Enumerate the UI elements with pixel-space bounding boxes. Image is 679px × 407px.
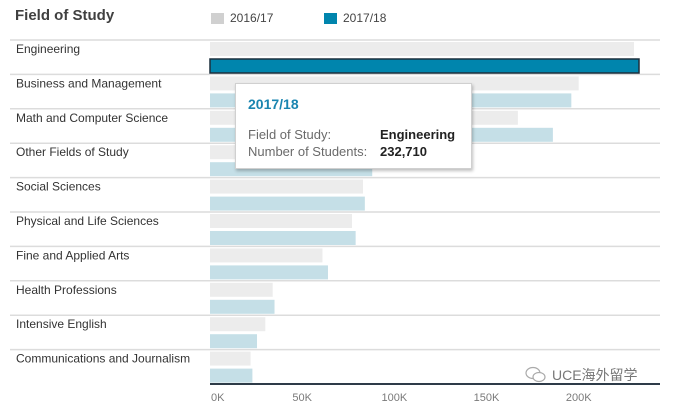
bar-2017-18-intensive-english[interactable] [210, 334, 258, 349]
tooltip-field-value: Engineering [380, 127, 456, 142]
bar-2017-18-engineering[interactable] [209, 58, 640, 74]
category-label: Math and Computer Science [16, 111, 168, 125]
bar-2017-18-health-professions[interactable] [210, 299, 275, 314]
category-label: Social Sciences [16, 180, 101, 194]
bar-2016-17-physical-and-life-sciences[interactable] [210, 214, 352, 228]
bar-2016-17-health-professions[interactable] [210, 282, 273, 297]
x-tick-label: 150K [474, 392, 500, 404]
legend-swatch-2016-17 [211, 12, 224, 24]
bar-2017-18-communications-and-journalism[interactable] [210, 368, 253, 383]
bar-2016-17-intensive-english[interactable] [210, 317, 266, 332]
bar-2017-18-social-sciences[interactable] [210, 196, 365, 211]
wechat-icon [525, 366, 546, 383]
tooltip-field-label: Field of Study: [248, 127, 332, 142]
watermark: UCE海外留学 [525, 365, 638, 385]
legend-label-2016-17: 2016/17 [230, 11, 274, 25]
category-label: Physical and Life Sciences [16, 214, 159, 228]
bar-2016-17-engineering[interactable] [210, 42, 635, 56]
x-tick-label: 0K [211, 392, 225, 404]
category-label: Business and Management [16, 76, 162, 90]
legend-item-2017-18[interactable]: 2017/18 [324, 11, 386, 25]
bar-2016-17-communications-and-journalism[interactable] [210, 351, 251, 366]
category-label: Intensive English [16, 317, 107, 331]
bar-2017-18-physical-and-life-sciences[interactable] [210, 231, 356, 245]
legend-item-2016-17[interactable]: 2016/17 [211, 11, 273, 25]
category-label: Health Professions [16, 283, 117, 297]
x-tick-label: 100K [381, 392, 407, 404]
x-tick-label: 50K [292, 392, 312, 404]
tooltip-count-label: Number of Students: [248, 144, 368, 159]
category-label: Other Fields of Study [16, 145, 129, 159]
tooltip-count-value: 232,710 [380, 144, 427, 159]
chart-title: Field of Study [15, 7, 115, 24]
category-label: Engineering [16, 42, 80, 56]
watermark-text: UCE海外留学 [552, 367, 638, 383]
bar-2017-18-fine-and-applied-arts[interactable] [210, 265, 328, 280]
tooltip-title: 2017/18 [248, 96, 299, 112]
x-tick-label: 200K [566, 392, 592, 404]
bar-2016-17-social-sciences[interactable] [210, 179, 364, 194]
legend-label-2017-18: 2017/18 [343, 11, 387, 25]
category-label: Communications and Journalism [16, 352, 190, 366]
category-label: Fine and Applied Arts [16, 248, 129, 262]
tooltip: 2017/18 Field of Study: Engineering Numb… [235, 83, 472, 169]
bar-2016-17-fine-and-applied-arts[interactable] [210, 248, 323, 263]
legend-swatch-2017-18 [324, 12, 337, 24]
